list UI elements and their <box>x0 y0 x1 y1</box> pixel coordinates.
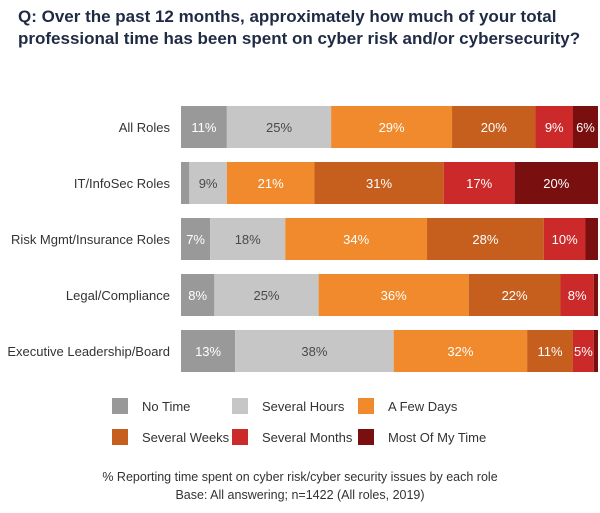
data-label: 6% <box>576 120 595 135</box>
data-label: 21% <box>258 176 284 191</box>
footnote-line-1: % Reporting time spent on cyber risk/cyb… <box>102 470 498 484</box>
bar-segment <box>560 274 594 316</box>
bar-segment <box>535 106 573 148</box>
bar-segment <box>318 274 469 316</box>
data-label: 31% <box>366 176 392 191</box>
data-label: 8% <box>568 288 587 303</box>
legend-label: A Few Days <box>388 398 458 414</box>
bar-segment <box>527 330 573 372</box>
legend-item: No Time <box>112 398 190 414</box>
legend-swatch <box>112 429 128 445</box>
data-label: 17% <box>466 176 492 191</box>
bar-segment <box>427 218 544 260</box>
category-label: Executive Leadership/Board <box>7 344 170 359</box>
data-label: 36% <box>381 288 407 303</box>
bar-segment <box>572 106 598 148</box>
bar-segment <box>593 330 598 372</box>
legend-swatch <box>358 398 374 414</box>
bar-segment <box>452 106 536 148</box>
legend-item: Several Weeks <box>112 429 229 445</box>
data-label: 18% <box>235 232 261 247</box>
data-label: 25% <box>253 288 279 303</box>
bar-segment <box>226 162 315 204</box>
bar-segment <box>235 330 394 372</box>
legend-item: Most Of My Time <box>358 429 486 445</box>
bar-segment <box>314 162 444 204</box>
data-label: 11% <box>538 344 563 359</box>
bar-segment <box>285 218 428 260</box>
bar-segment <box>189 162 227 204</box>
data-label: 32% <box>447 344 473 359</box>
data-label: 8% <box>188 288 207 303</box>
bar-segment <box>572 330 594 372</box>
data-label: 5% <box>574 344 593 359</box>
data-label: 9% <box>545 120 564 135</box>
data-label: 7% <box>186 232 205 247</box>
bar-segment <box>331 106 453 148</box>
legend-label: Several Hours <box>262 398 345 414</box>
data-label: 29% <box>379 120 405 135</box>
legend-swatch <box>358 429 374 445</box>
bar-segment <box>226 106 332 148</box>
legend-label: Several Months <box>262 429 353 445</box>
category-label: IT/InfoSec Roles <box>74 176 171 191</box>
bar-segment <box>181 330 236 372</box>
legend-label: Several Weeks <box>142 429 230 445</box>
bar-segment <box>593 274 598 316</box>
legend-label: Most Of My Time <box>388 429 487 445</box>
data-label: 25% <box>266 120 292 135</box>
bar-segment <box>210 218 286 260</box>
bar-segment <box>514 162 598 204</box>
legend-item: A Few Days <box>358 398 457 414</box>
data-label: 38% <box>301 344 327 359</box>
legend-item: Several Hours <box>232 398 344 414</box>
bar-segment <box>214 274 319 316</box>
category-label: Risk Mgmt/Insurance Roles <box>11 232 170 247</box>
data-label: 28% <box>472 232 498 247</box>
chart-title-line-1: Q: Over the past 12 months, approximatel… <box>18 7 557 26</box>
legend-swatch <box>112 398 128 414</box>
data-label: 11% <box>191 120 216 135</box>
bar-segment <box>181 274 215 316</box>
stacked-bar-chart: All Roles 11% 25% 29% 20% 9% 6% IT/InfoSec Role… <box>7 106 598 372</box>
legend-swatch <box>232 429 248 445</box>
chart-title: Q: Over the past 12 months, approximatel… <box>18 6 588 50</box>
data-label: 20% <box>481 120 507 135</box>
data-label: 13% <box>195 344 221 359</box>
data-label: 10% <box>552 232 578 247</box>
bar-segment <box>585 218 598 260</box>
bar-segment <box>393 330 528 372</box>
bar-segment <box>468 274 561 316</box>
category-label: Legal/Compliance <box>66 288 170 303</box>
bar-segment <box>181 218 211 260</box>
data-label: 34% <box>343 232 369 247</box>
legend-label: No Time <box>142 398 191 414</box>
data-label: 9% <box>199 176 218 191</box>
footnote-line-2: Base: All answering; n=1422 (All roles, … <box>175 488 425 502</box>
chart-title-line-2: professional time has been spent on cybe… <box>18 29 581 48</box>
bar-segment <box>181 162 190 204</box>
data-label: 20% <box>543 176 569 191</box>
legend-swatch <box>232 398 248 414</box>
legend-item: Several Months <box>232 429 352 445</box>
data-label: 22% <box>502 288 528 303</box>
category-label: All Roles <box>119 120 171 135</box>
bar-segment <box>181 106 227 148</box>
bar-segment <box>543 218 586 260</box>
bar-segment <box>443 162 515 204</box>
